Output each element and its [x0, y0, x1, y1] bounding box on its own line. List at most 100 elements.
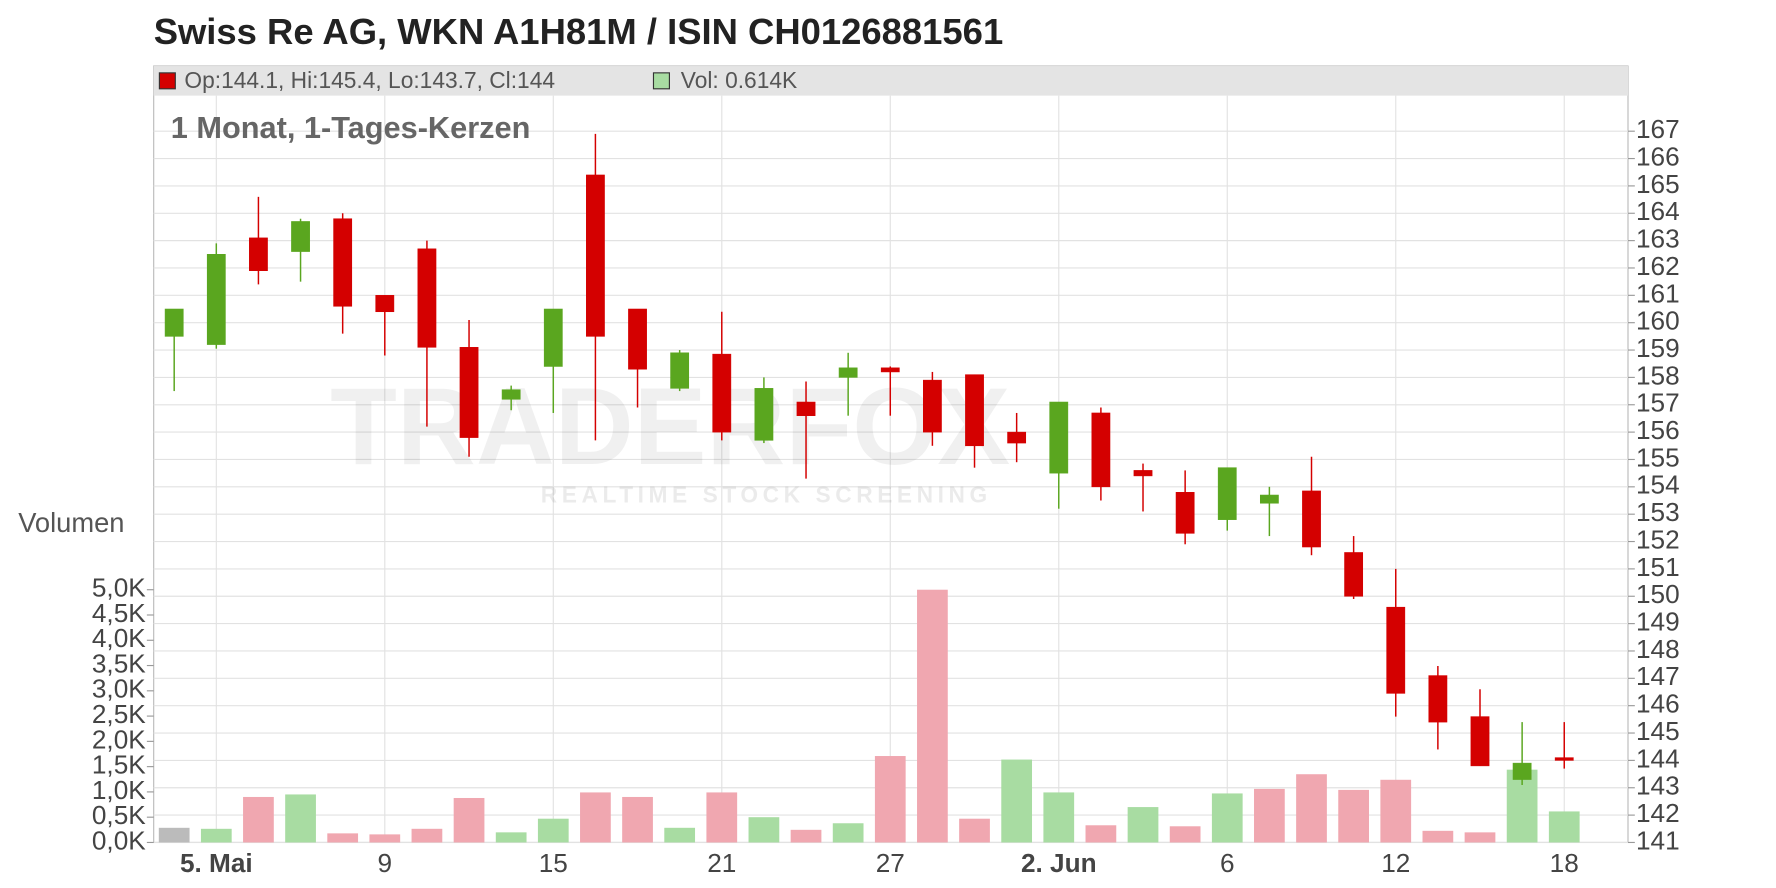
candle-body — [1554, 757, 1574, 761]
x-tick-label: 12 — [1381, 848, 1410, 878]
volume-bar — [790, 829, 822, 843]
ohlc-label: Op:144.1, Hi:145.4, Lo:143.7, Cl:144 — [184, 67, 555, 93]
y-tick-label: 152 — [1636, 524, 1680, 554]
candle-body — [1217, 467, 1237, 520]
volume-bar — [1296, 774, 1327, 843]
volume-bar — [1464, 832, 1496, 843]
y-tick-label: 161 — [1636, 278, 1680, 308]
volume-tick-label: 2,0K — [92, 724, 146, 754]
volume-bar — [537, 818, 569, 843]
y-tick-label: 165 — [1636, 169, 1680, 199]
volume-bar — [959, 818, 990, 843]
volume-bar — [580, 792, 611, 843]
y-tick-label: 167 — [1636, 114, 1680, 144]
candle-body — [291, 221, 310, 252]
volume-bar — [158, 827, 190, 843]
candle-body — [1344, 552, 1364, 597]
y-tick-label: 166 — [1636, 141, 1680, 171]
volume-bar — [1043, 792, 1075, 843]
x-tick-label: 6 — [1220, 848, 1235, 878]
x-tick-label: 15 — [539, 848, 568, 878]
candle-body — [249, 237, 268, 271]
volume-tick-label: 0,0K — [92, 825, 146, 855]
y-tick-label: 153 — [1636, 497, 1680, 527]
volume-bar — [832, 823, 864, 843]
volume-tick-label: 3,5K — [92, 648, 146, 678]
candle-body — [1091, 412, 1111, 488]
legend-swatch — [652, 72, 670, 90]
candle-body — [1049, 401, 1069, 474]
volume-bar — [327, 833, 359, 843]
candle-body — [1175, 492, 1195, 534]
volume-bar — [622, 796, 653, 843]
volume-bar — [200, 828, 232, 843]
volume-bar — [1422, 830, 1454, 843]
volume-bar — [1001, 759, 1033, 843]
y-tick-label: 151 — [1636, 552, 1680, 582]
candle-body — [712, 353, 732, 433]
candle-body — [1302, 490, 1321, 548]
candle-body — [586, 174, 605, 337]
candle-body — [628, 308, 647, 370]
candle-body — [1259, 494, 1279, 504]
watermark: TRADERFOX — [330, 366, 1010, 488]
marks — [158, 133, 1580, 843]
candle-body — [1386, 606, 1406, 694]
x-tick-label: 9 — [378, 848, 393, 878]
volume-tick-label: 4,5K — [92, 598, 146, 628]
candle-body — [838, 367, 858, 378]
volume-bar — [411, 828, 443, 843]
volume-bar — [1338, 789, 1369, 843]
y-tick-label: 155 — [1636, 442, 1680, 472]
candle-body — [333, 218, 353, 307]
volume-bar — [1254, 788, 1285, 843]
x-tick-label: 21 — [707, 848, 736, 878]
candle-body — [206, 254, 226, 345]
volume-bar — [1211, 793, 1243, 843]
y-tick-label: 158 — [1636, 360, 1680, 390]
y-tick-label: 162 — [1636, 251, 1680, 281]
candle-body — [1133, 470, 1153, 477]
volume-bar — [874, 756, 906, 843]
candle-body — [880, 367, 900, 373]
x-tick-label: 2. Jun — [1021, 848, 1097, 878]
volume-bar — [748, 817, 780, 843]
volume-bar — [664, 827, 696, 843]
volume-bar — [1548, 811, 1580, 843]
volume-tick-label: 3,0K — [92, 674, 146, 704]
y-tick-label: 145 — [1636, 716, 1680, 746]
watermark-sub: REALTIME STOCK SCREENING — [541, 481, 992, 507]
volume-tick-label: 0,5K — [92, 800, 146, 830]
legend-swatch — [158, 72, 176, 90]
volume-bar — [1169, 826, 1201, 843]
y-tick-label: 150 — [1636, 579, 1680, 609]
y-tick-label: 164 — [1636, 196, 1680, 226]
y-tick-label: 156 — [1636, 415, 1680, 445]
x-tick-label: 5. Mai — [180, 848, 253, 878]
candle-body — [543, 308, 563, 367]
y-tick-label: 146 — [1636, 689, 1680, 719]
volume-bar — [1127, 807, 1159, 843]
x-tick-label: 18 — [1550, 848, 1579, 878]
y-tick-label: 157 — [1636, 388, 1680, 418]
y-tick-label: 160 — [1636, 306, 1680, 336]
volume-bar — [453, 797, 485, 843]
volume-bar — [495, 832, 527, 843]
volume-tick-label: 2,5K — [92, 699, 146, 729]
candle-body — [1428, 675, 1448, 723]
volume-bar — [706, 792, 738, 843]
candle-body — [164, 308, 184, 337]
y-tick-label: 163 — [1636, 224, 1680, 254]
candle-body — [1007, 431, 1027, 444]
volume-bar — [917, 589, 948, 843]
y-tick-label: 141 — [1636, 825, 1680, 855]
volume-tick-label: 5,0K — [92, 573, 146, 603]
y-tick-label: 154 — [1636, 470, 1680, 500]
volume-label: Vol: 0.614K — [681, 67, 797, 93]
volume-axis-label: Volumen — [18, 507, 124, 538]
candle-body — [923, 379, 942, 433]
candle-body — [501, 389, 521, 400]
y-tick-label: 142 — [1636, 798, 1680, 828]
